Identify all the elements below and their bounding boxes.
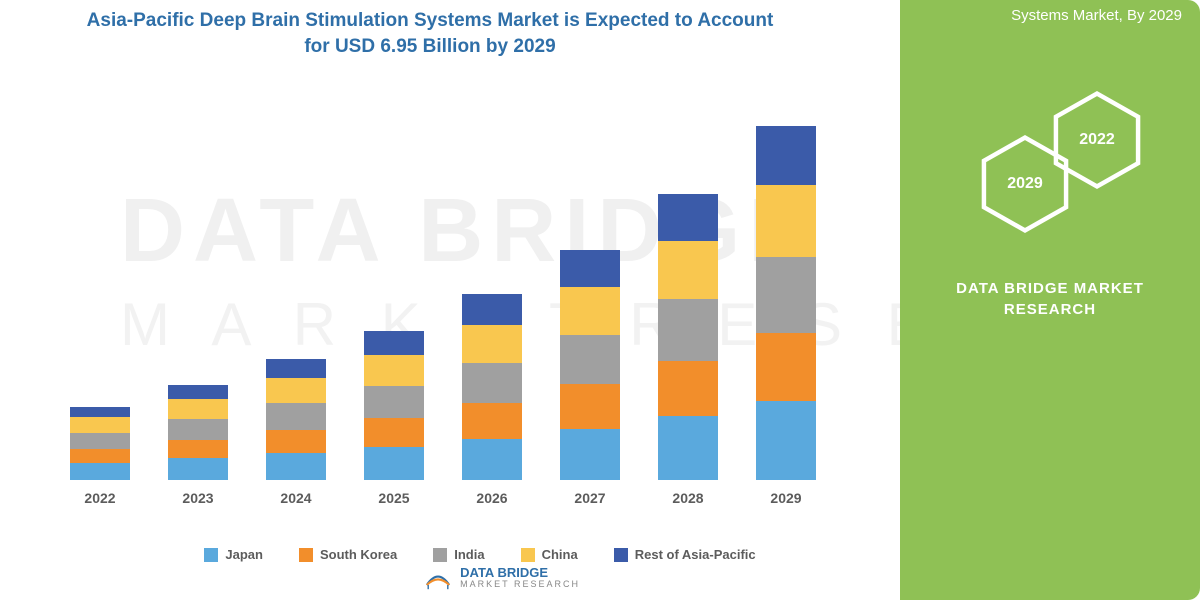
bar-segment	[70, 417, 130, 432]
bar-column: 2025	[364, 331, 424, 480]
legend-item: India	[433, 547, 484, 562]
brand-right: DATA BRIDGE MARKET RESEARCH	[900, 278, 1200, 320]
x-axis-label: 2025	[364, 490, 424, 506]
bar-segment	[756, 185, 816, 258]
bar-segment	[266, 430, 326, 453]
bar-segment	[168, 385, 228, 399]
bar-segment	[658, 194, 718, 241]
bar-segment	[560, 384, 620, 429]
bar-column: 2029	[756, 126, 816, 480]
bar-segment	[364, 418, 424, 447]
bar-segment	[462, 294, 522, 324]
legend-swatch	[521, 548, 535, 562]
bar-segment	[756, 126, 816, 184]
legend-swatch	[299, 548, 313, 562]
hexagon-group: 2029 2022	[980, 90, 1160, 250]
legend-label: China	[542, 547, 578, 562]
legend-item: South Korea	[299, 547, 397, 562]
chart-legend: Japan South Korea India China Rest of Asia-P…	[100, 547, 860, 562]
bar-segment	[462, 439, 522, 480]
bar-segment	[756, 333, 816, 402]
bar-column: 2024	[266, 359, 326, 480]
bar-segment	[168, 458, 228, 480]
bar-column: 2022	[70, 407, 130, 480]
chart-title: Asia-Pacific Deep Brain Stimulation Syst…	[80, 8, 780, 59]
bar-segment	[70, 433, 130, 449]
x-axis-label: 2022	[70, 490, 130, 506]
bar-segment	[364, 447, 424, 480]
footer-logo: DATA BRIDGE MARKET RESEARCH	[424, 564, 580, 592]
legend-label: Japan	[225, 547, 263, 562]
legend-swatch	[433, 548, 447, 562]
footer-sub: MARKET RESEARCH	[460, 580, 580, 590]
bridge-logo-icon	[424, 564, 452, 592]
bar-segment	[560, 429, 620, 480]
main-chart-area: DATA BRIDGE M A R K E T R E S E A R C H …	[0, 0, 900, 600]
stacked-bar-chart: 2022 2023 2024 2025 2026 2027 2028 2029	[60, 80, 860, 480]
bar-segment	[266, 403, 326, 429]
brand-right-line1: DATA BRIDGE MARKET	[956, 280, 1144, 297]
legend-item: Japan	[204, 547, 263, 562]
bar-segment	[658, 241, 718, 300]
bar-segment	[70, 463, 130, 480]
bar-segment	[560, 335, 620, 384]
bar-segment	[70, 449, 130, 463]
bar-column: 2028	[658, 194, 718, 480]
bar-segment	[560, 287, 620, 334]
x-axis-label: 2027	[560, 490, 620, 506]
bar-segment	[462, 325, 522, 363]
right-panel: Systems Market, By 2029 2029 2022 DATA B…	[900, 0, 1200, 600]
hex-label-2022: 2022	[1079, 131, 1115, 149]
legend-swatch	[204, 548, 218, 562]
bar-segment	[658, 416, 718, 480]
bar-segment	[658, 361, 718, 416]
footer-brand: DATA BRIDGE	[460, 565, 548, 580]
legend-item: China	[521, 547, 578, 562]
legend-label: India	[454, 547, 484, 562]
bar-segment	[168, 419, 228, 440]
bar-segment	[70, 407, 130, 417]
bar-segment	[756, 257, 816, 332]
bar-segment	[168, 399, 228, 419]
bar-segment	[364, 355, 424, 386]
bar-segment	[364, 331, 424, 355]
bar-segment	[266, 453, 326, 480]
hex-label-2029: 2029	[1007, 175, 1043, 193]
right-panel-title: Systems Market, By 2029	[922, 6, 1182, 26]
bar-column: 2026	[462, 294, 522, 480]
bar-column: 2023	[168, 385, 228, 480]
legend-label: South Korea	[320, 547, 397, 562]
bar-column: 2027	[560, 250, 620, 480]
footer-logo-text: DATA BRIDGE MARKET RESEARCH	[460, 566, 580, 590]
bar-segment	[364, 386, 424, 418]
x-axis-label: 2024	[266, 490, 326, 506]
legend-label: Rest of Asia-Pacific	[635, 547, 756, 562]
bar-segment	[266, 359, 326, 378]
bar-segment	[168, 440, 228, 458]
bar-segment	[462, 403, 522, 439]
bar-segment	[266, 378, 326, 403]
bar-segment	[560, 250, 620, 288]
legend-item: Rest of Asia-Pacific	[614, 547, 756, 562]
x-axis-label: 2026	[462, 490, 522, 506]
brand-right-line2: RESEARCH	[1004, 301, 1096, 318]
x-axis-label: 2023	[168, 490, 228, 506]
x-axis-label: 2029	[756, 490, 816, 506]
hexagon-2022: 2022	[1052, 90, 1142, 190]
bar-segment	[756, 401, 816, 480]
legend-swatch	[614, 548, 628, 562]
bar-segment	[658, 299, 718, 360]
bar-segment	[462, 363, 522, 403]
x-axis-label: 2028	[658, 490, 718, 506]
